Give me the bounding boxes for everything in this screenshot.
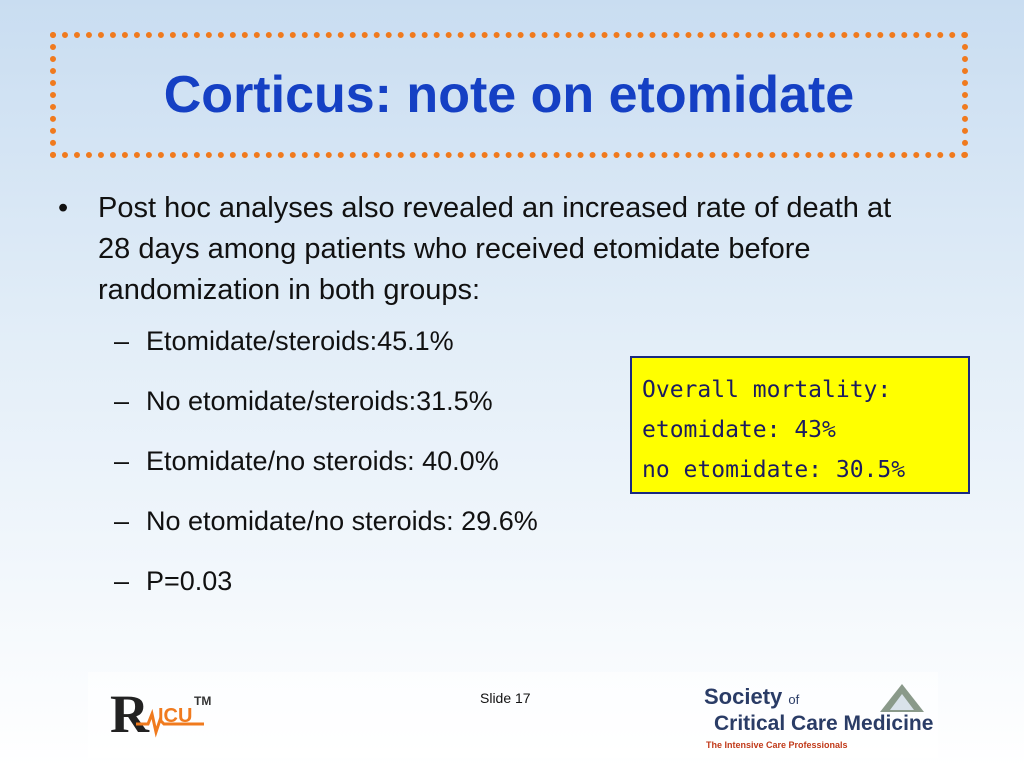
slide-title: Corticus: note on etomidate (163, 66, 855, 124)
dash-marker: – (114, 386, 130, 416)
sub-bullet-text: No etomidate/no steroids: 29.6% (146, 506, 538, 536)
svg-text:R: R (110, 684, 150, 744)
rcicu-logo: R ICU (108, 680, 228, 752)
dash-marker: – (114, 446, 130, 476)
dash-marker: – (114, 326, 130, 356)
sub-bullet-text: No etomidate/steroids:31.5% (146, 386, 493, 416)
bullet-marker: • (58, 192, 69, 224)
rcicu-logo-icon: R ICU (110, 684, 204, 744)
sccm-of-word: of (788, 692, 800, 707)
sccm-society-text: Society of (704, 684, 799, 710)
sub-bullet-text: Etomidate/steroids:45.1% (146, 326, 454, 356)
callout-line-heading: Overall mortality: (642, 377, 892, 403)
sub-bullet-text: Etomidate/no steroids: 40.0% (146, 446, 499, 476)
trademark-mark: TM (194, 694, 212, 708)
svg-text:ICU: ICU (158, 705, 192, 727)
sccm-society-word: Society (704, 684, 783, 709)
sub-bullet: – P=0.03 (58, 565, 938, 597)
title-frame: Corticus: note on etomidate (50, 32, 968, 158)
sub-bullet: – No etomidate/steroids:31.5% (58, 385, 938, 417)
sub-bullet-text: P=0.03 (146, 566, 233, 596)
sub-bullet: – Etomidate/steroids:45.1% (58, 325, 938, 357)
slide-body: • Post hoc analyses also revealed an inc… (58, 188, 938, 625)
slide-number: Slide 17 (480, 690, 531, 706)
sccm-triangle-icon (880, 684, 924, 712)
sccm-name-text: Critical Care Medicine (714, 712, 934, 735)
main-bullet-text: Post hoc analyses also revealed an incre… (98, 192, 892, 306)
callout-line-etomidate: etomidate: 43% (642, 417, 836, 443)
main-bullet: • Post hoc analyses also revealed an inc… (58, 188, 938, 311)
dash-marker: – (114, 506, 130, 536)
mortality-callout-box: Overall mortality: etomidate: 43% no eto… (630, 356, 970, 494)
sccm-logo: Society of Critical Care Medicine The In… (700, 680, 936, 756)
callout-line-no-etomidate: no etomidate: 30.5% (642, 457, 906, 483)
footer-band (88, 672, 938, 758)
sub-bullet: – Etomidate/no steroids: 40.0% (58, 445, 938, 477)
dash-marker: – (114, 566, 130, 596)
sub-bullet: – No etomidate/no steroids: 29.6% (58, 505, 938, 537)
sccm-tagline: The Intensive Care Professionals (706, 740, 848, 750)
sub-bullet-list: – Etomidate/steroids:45.1% – No etomidat… (58, 325, 938, 597)
